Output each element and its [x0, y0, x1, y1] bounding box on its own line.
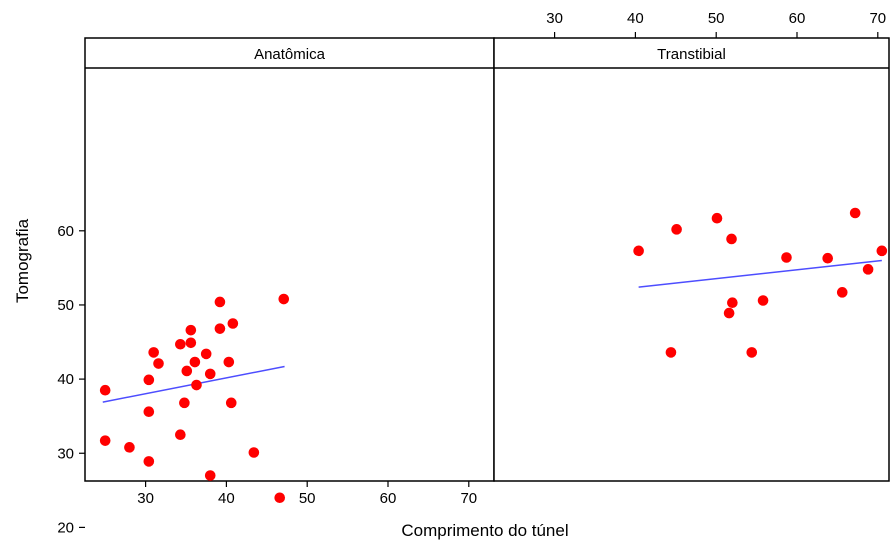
- panel-frame: [84, 37, 495, 482]
- data-point: [727, 297, 738, 309]
- data-point: [757, 295, 769, 306]
- data-point: [124, 442, 135, 453]
- x-tick-label-top: 60: [789, 10, 806, 27]
- data-point: [876, 245, 888, 257]
- y-tick-label: 50: [57, 297, 74, 314]
- data-point: [181, 365, 193, 377]
- x-tick-label-bottom: 70: [460, 490, 477, 507]
- data-point: [200, 348, 212, 360]
- data-point: [671, 224, 682, 235]
- data-point: [175, 338, 186, 350]
- data-point: [227, 318, 239, 329]
- data-point: [726, 233, 737, 245]
- y-axis-title: Tomografia: [13, 218, 32, 303]
- data-point: [274, 492, 286, 504]
- axes-layer: 20 30 40 50 60 30 40 50 60 70 30 40 50 60 70: [57, 10, 886, 536]
- data-point: [214, 323, 226, 334]
- data-point: [99, 384, 111, 396]
- panels-layer: Anatômica Transtibial: [84, 37, 890, 482]
- data-point: [143, 406, 155, 418]
- y-tick-label: 20: [57, 519, 74, 536]
- fit-line: [638, 259, 882, 288]
- data-point: [836, 287, 848, 298]
- data-point: [862, 264, 874, 275]
- data-point: [723, 307, 735, 319]
- data-point: [781, 252, 792, 263]
- x-tick-label-bottom: 40: [218, 490, 235, 507]
- data-point: [143, 456, 155, 467]
- y-tick-label: 30: [57, 445, 74, 462]
- panel-strip-label: Anatômica: [254, 46, 326, 63]
- data-point: [822, 252, 834, 264]
- x-tick-label-top: 70: [869, 10, 886, 27]
- data-point: [665, 347, 677, 358]
- y-tick-label: 40: [57, 371, 74, 388]
- panel-marks: [633, 207, 888, 358]
- data-point: [225, 397, 237, 409]
- data-point: [711, 212, 723, 224]
- data-point: [179, 397, 190, 409]
- data-point: [153, 358, 164, 369]
- data-point: [204, 470, 216, 481]
- data-point: [189, 356, 201, 368]
- x-tick-label-bottom: 60: [380, 490, 397, 507]
- data-point: [633, 245, 644, 257]
- data-point: [278, 293, 290, 305]
- data-point: [99, 435, 111, 446]
- data-point: [191, 379, 202, 391]
- data-point: [143, 374, 155, 386]
- y-tick-label: 60: [57, 223, 74, 240]
- marks-layer: [99, 207, 888, 504]
- panel-marks: [99, 293, 290, 504]
- x-tick-label-bottom: 50: [299, 490, 316, 507]
- data-point: [148, 347, 159, 358]
- panel-strip-label: Transtibial: [657, 46, 726, 63]
- data-point: [849, 207, 861, 219]
- x-tick-label-top: 40: [627, 10, 644, 27]
- data-point: [185, 337, 197, 349]
- x-tick-label-top: 50: [708, 10, 725, 27]
- data-point: [204, 368, 216, 380]
- data-point: [248, 447, 260, 458]
- x-tick-label-bottom: 30: [137, 490, 154, 507]
- data-point: [175, 429, 186, 441]
- data-point: [214, 296, 226, 308]
- data-point: [746, 347, 758, 358]
- data-point: [185, 324, 197, 336]
- data-point: [223, 356, 235, 368]
- x-tick-label-top: 30: [546, 10, 563, 27]
- x-axis-title: Comprimento do túnel: [401, 521, 568, 540]
